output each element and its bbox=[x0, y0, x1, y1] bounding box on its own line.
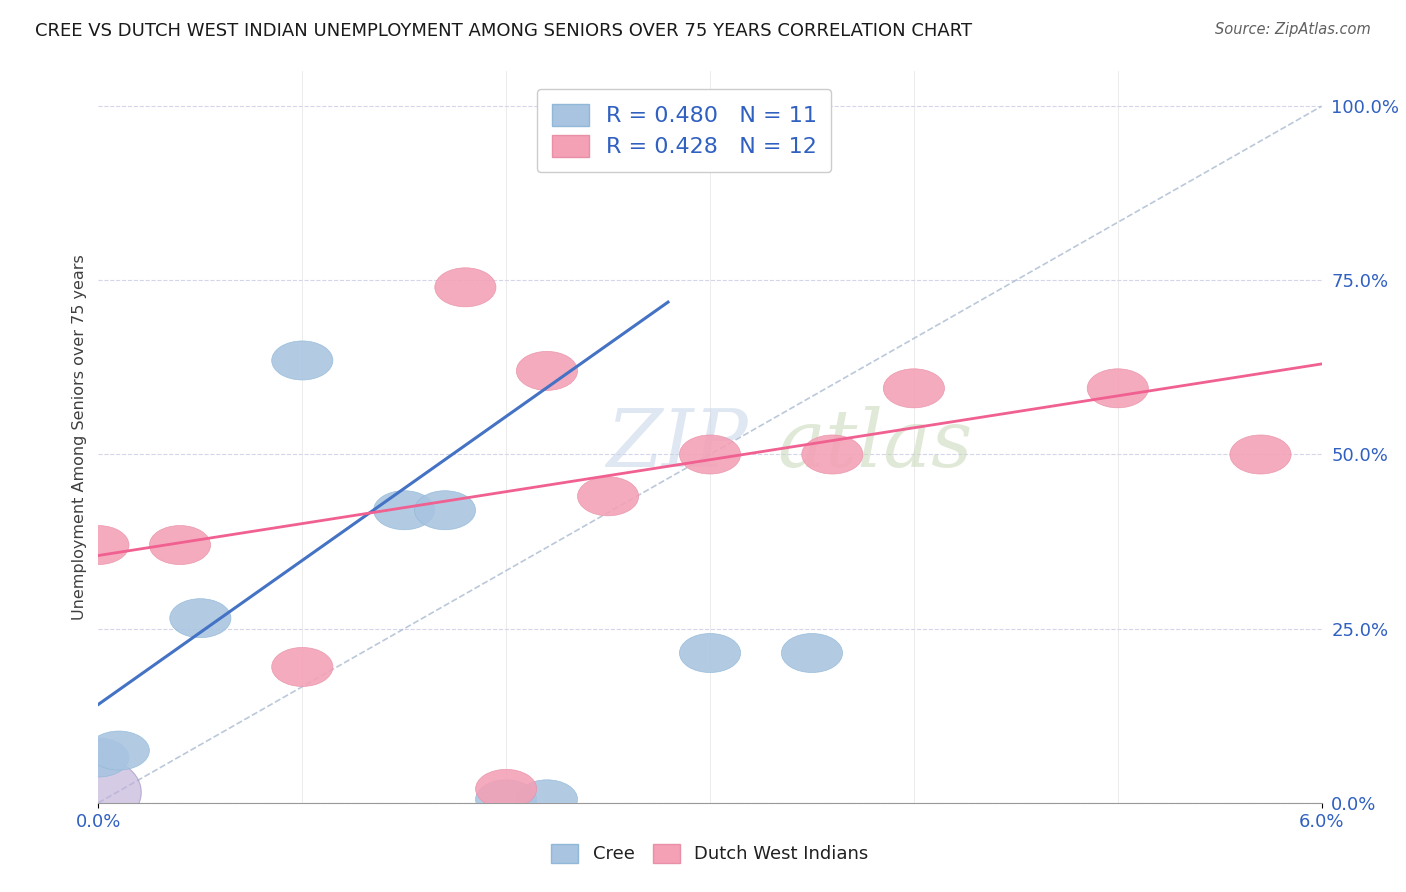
Text: ZIP: ZIP bbox=[606, 406, 748, 483]
Ellipse shape bbox=[679, 633, 741, 673]
Ellipse shape bbox=[89, 731, 149, 770]
Ellipse shape bbox=[434, 268, 496, 307]
Text: atlas: atlas bbox=[778, 406, 973, 483]
Ellipse shape bbox=[475, 780, 537, 819]
Y-axis label: Unemployment Among Seniors over 75 years: Unemployment Among Seniors over 75 years bbox=[72, 254, 87, 620]
Ellipse shape bbox=[883, 368, 945, 408]
Ellipse shape bbox=[475, 770, 537, 808]
Ellipse shape bbox=[271, 648, 333, 687]
Ellipse shape bbox=[782, 633, 842, 673]
Ellipse shape bbox=[516, 780, 578, 819]
Ellipse shape bbox=[801, 435, 863, 474]
Ellipse shape bbox=[149, 525, 211, 565]
Ellipse shape bbox=[578, 477, 638, 516]
Ellipse shape bbox=[56, 758, 141, 827]
Ellipse shape bbox=[67, 525, 129, 565]
Ellipse shape bbox=[1230, 435, 1291, 474]
Ellipse shape bbox=[271, 341, 333, 380]
Ellipse shape bbox=[374, 491, 434, 530]
Ellipse shape bbox=[415, 491, 475, 530]
Text: CREE VS DUTCH WEST INDIAN UNEMPLOYMENT AMONG SENIORS OVER 75 YEARS CORRELATION C: CREE VS DUTCH WEST INDIAN UNEMPLOYMENT A… bbox=[35, 22, 973, 40]
Text: Source: ZipAtlas.com: Source: ZipAtlas.com bbox=[1215, 22, 1371, 37]
Legend: Cree, Dutch West Indians: Cree, Dutch West Indians bbox=[544, 837, 876, 871]
Ellipse shape bbox=[1087, 368, 1149, 408]
Ellipse shape bbox=[516, 351, 578, 391]
Ellipse shape bbox=[67, 738, 129, 777]
Ellipse shape bbox=[679, 435, 741, 474]
Ellipse shape bbox=[170, 599, 231, 638]
